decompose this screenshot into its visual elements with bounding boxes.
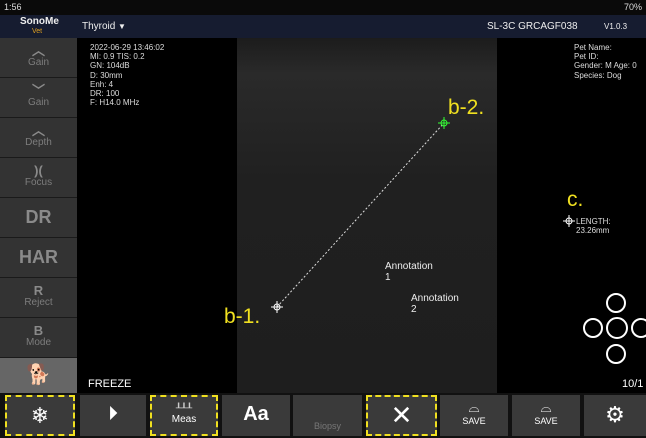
page: 10/1 [622, 378, 643, 390]
marker-c: c. [567, 188, 583, 212]
label: SAVE [440, 416, 508, 426]
measure-overlay [0, 0, 646, 438]
text-button[interactable]: Aa [222, 395, 290, 436]
marker-b2: b-2. [448, 96, 484, 120]
save-image-button[interactable]: ⌓SAVE [440, 395, 508, 436]
label: Biopsy [293, 395, 362, 431]
play-button[interactable]: ⏵ [80, 395, 146, 436]
settings-button[interactable]: ⚙ [584, 395, 646, 436]
screen: 1:56 70% SonoMe Vet Thyroid ▼ SL-3C GRCA… [0, 0, 646, 438]
toolbar: ❄ ⏵ ┸┸┸Meas Aa Biopsy ✕ ⌓SAVE ⌓SAVE ⚙ [0, 393, 646, 438]
freeze: FREEZE [88, 378, 131, 390]
text: 2 [411, 304, 459, 315]
label: SAVE [512, 416, 580, 426]
marker-b1: b-1. [224, 305, 260, 329]
label: Meas [152, 414, 216, 425]
point-c [563, 215, 575, 227]
text: Annotation [411, 293, 459, 304]
delete-button[interactable]: ✕ [366, 395, 437, 436]
biopsy-button[interactable]: Biopsy [293, 395, 362, 436]
freeze-button[interactable]: ❄ [5, 395, 75, 436]
length: LENGTH: 23.26mm [576, 217, 646, 235]
save-cine-button[interactable]: ⌓SAVE [512, 395, 580, 436]
text: Annotation [385, 261, 433, 272]
meas-button[interactable]: ┸┸┸Meas [150, 395, 218, 436]
text: 1 [385, 272, 433, 283]
nav-pad[interactable] [584, 294, 646, 363]
